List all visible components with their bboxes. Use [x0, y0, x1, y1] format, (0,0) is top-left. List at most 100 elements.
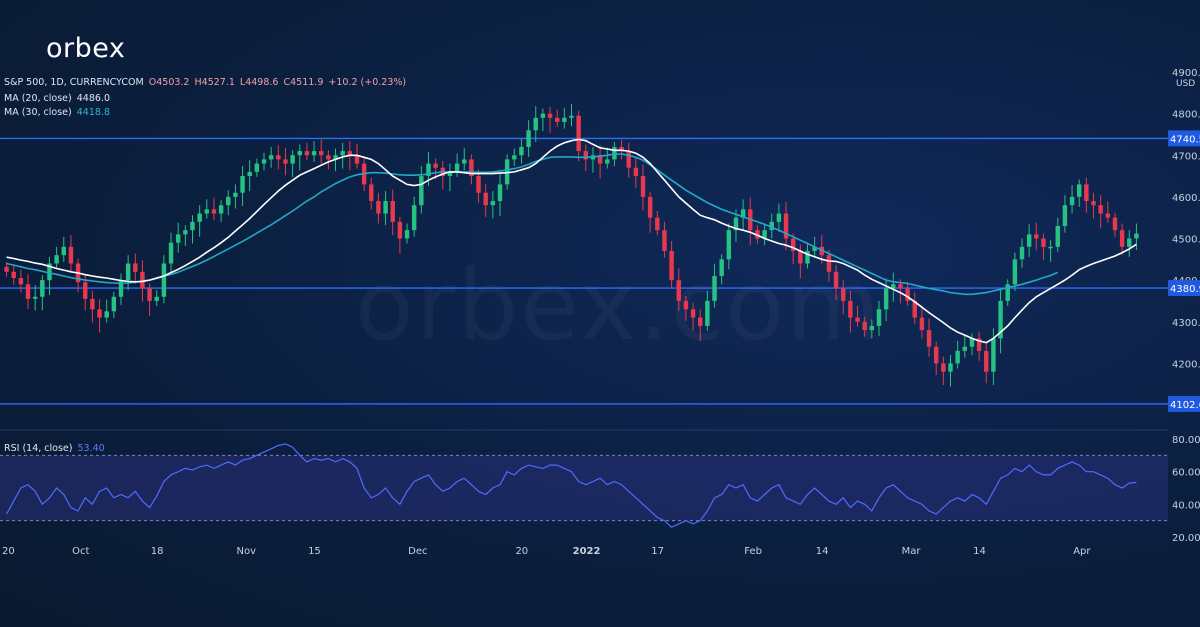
- candle-body: [233, 192, 238, 197]
- candle-body: [676, 280, 681, 301]
- candle-body: [1012, 259, 1018, 285]
- x-tick-label: Mar: [902, 546, 922, 557]
- candle-body: [647, 196, 653, 218]
- legend-high: H4527.1: [194, 77, 235, 88]
- candle-body: [626, 151, 631, 168]
- candle-body: [376, 201, 381, 214]
- candle-body: [1127, 238, 1132, 247]
- candle-body: [211, 209, 217, 214]
- ma30-line: [6, 153, 1059, 296]
- legend-close: C4511.9: [283, 77, 324, 88]
- candle-body: [705, 300, 710, 326]
- candle-body: [905, 288, 910, 301]
- candle-body: [32, 296, 38, 299]
- candle-body: [469, 159, 474, 177]
- candle-body: [519, 146, 524, 156]
- legend-ma30-label: MA (30, close): [4, 107, 72, 118]
- candle-body: [462, 159, 467, 164]
- candle-body: [218, 205, 224, 214]
- candle-body: [383, 201, 388, 214]
- candle-body: [805, 250, 810, 264]
- candle-body: [991, 338, 996, 372]
- legend-symbol: S&P 500, 1D, CURRENCYCOM: [4, 77, 144, 88]
- x-tick-label: 18: [151, 546, 164, 557]
- candle-body: [369, 184, 374, 202]
- candle-body: [175, 234, 181, 243]
- candle-body: [1069, 196, 1075, 206]
- rsi-tick-label: 80.00: [1172, 435, 1200, 446]
- candle-body: [118, 280, 124, 297]
- candle-body: [226, 196, 231, 206]
- candle-body: [540, 113, 546, 118]
- candle-body: [962, 346, 968, 351]
- candle-body: [290, 155, 295, 164]
- candle-body: [326, 155, 331, 160]
- level-label-box: [1168, 395, 1200, 412]
- level-label: 4740.5: [1170, 134, 1200, 145]
- candle-body: [433, 163, 438, 168]
- candle-body: [848, 300, 853, 318]
- x-tick-label: Feb: [744, 546, 762, 557]
- candle-body: [147, 288, 152, 301]
- candle-body: [933, 346, 939, 364]
- y-tick-label: 4800.0: [1172, 110, 1200, 121]
- candle-body: [554, 117, 560, 122]
- candle-body: [419, 176, 424, 206]
- candle-body: [354, 155, 360, 164]
- y-tick-label: 4700.0: [1172, 151, 1200, 162]
- candle-body: [812, 246, 817, 251]
- candle-body: [483, 192, 488, 206]
- candle-body: [769, 221, 774, 231]
- candle-body: [247, 171, 252, 177]
- candle-body: [690, 309, 696, 318]
- candle-body: [569, 115, 574, 118]
- candle-body: [404, 230, 410, 239]
- candle-body: [133, 263, 138, 272]
- candle-body: [268, 155, 274, 160]
- candle-body: [4, 266, 9, 272]
- candle-body: [526, 130, 531, 147]
- level-label-box: [1168, 280, 1200, 297]
- candle-body: [476, 176, 481, 193]
- candle-body: [533, 117, 538, 131]
- legend-low: L4498.6: [239, 77, 279, 88]
- candle-body: [612, 146, 617, 160]
- candle-body: [597, 155, 603, 164]
- candle-body: [740, 209, 746, 218]
- candle-body: [240, 176, 245, 193]
- candle-body: [426, 163, 431, 177]
- candle-body: [161, 263, 167, 297]
- rsi-tick-label: 60.00: [1172, 468, 1200, 479]
- candle-body: [891, 284, 896, 289]
- candle-body: [926, 330, 932, 347]
- candle-body: [876, 309, 882, 326]
- candle-body: [1048, 246, 1053, 249]
- candle-body: [640, 176, 646, 197]
- level-label: 4380.9: [1170, 284, 1200, 295]
- legend-rsi-label: RSI (14, close): [4, 443, 73, 454]
- candle-body: [898, 284, 903, 289]
- currency-label: USD: [1176, 79, 1195, 89]
- legend-open: O4503.2: [148, 77, 190, 88]
- candle-body: [104, 311, 109, 318]
- candle-body: [1005, 284, 1010, 301]
- candle-body: [319, 151, 324, 156]
- candle-body: [583, 151, 589, 160]
- candle-body: [61, 246, 66, 256]
- candle-body: [140, 271, 145, 289]
- x-tick-label: 14: [816, 546, 829, 557]
- candle-body: [862, 321, 867, 331]
- candle-body: [125, 263, 131, 281]
- candle-body: [883, 288, 889, 310]
- candle-body: [276, 155, 281, 160]
- legend-symbol-row: S&P 500, 1D, CURRENCYCOM O4503.2 H4527.1…: [4, 77, 408, 88]
- candle-body: [619, 146, 624, 152]
- candle-body: [562, 117, 567, 122]
- candle-body: [998, 300, 1003, 339]
- candle-body: [841, 288, 846, 301]
- x-tick-label: 17: [651, 546, 664, 557]
- legend-change: +10.2 (+0.23%): [328, 77, 407, 88]
- candle-body: [683, 300, 689, 310]
